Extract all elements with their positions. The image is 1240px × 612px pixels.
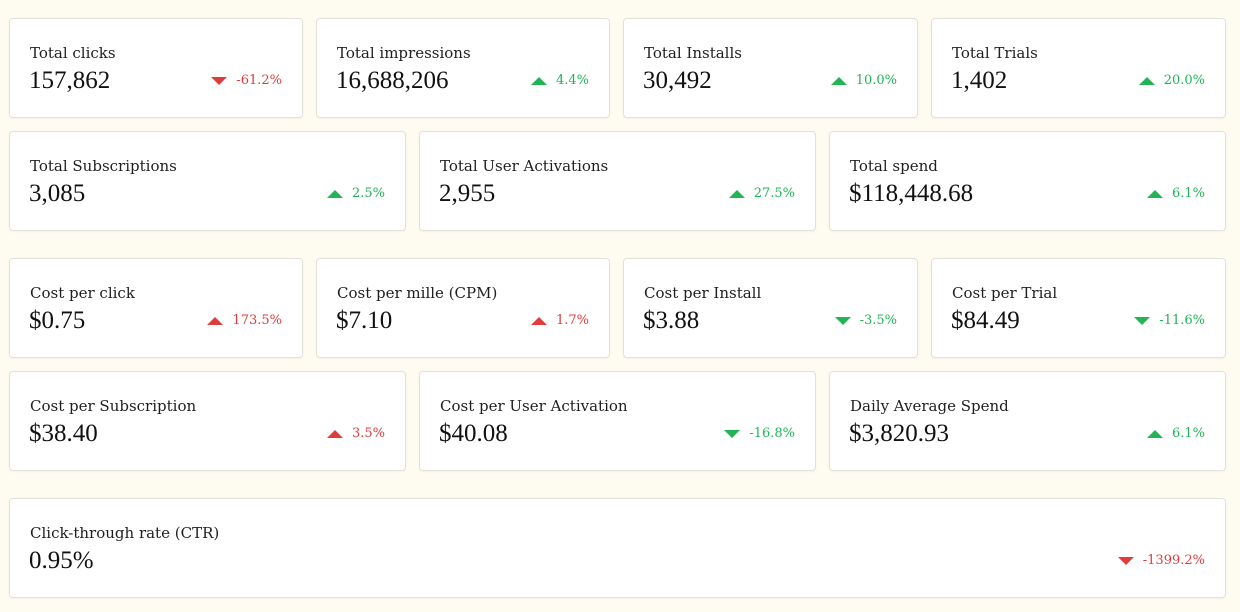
metric-change-value: -1399.2% (1142, 553, 1205, 568)
metric-title: Total spend (850, 157, 938, 175)
metric-change: 4.4% (530, 73, 589, 88)
arrow-up-icon (1138, 76, 1155, 85)
metric-change-value: -11.6% (1159, 313, 1205, 328)
metric-change: -3.5% (834, 313, 897, 328)
metric-card-total-subscriptions: Total Subscriptions 3,085 2.5% (9, 131, 406, 231)
metric-change-value: 2.5% (351, 186, 385, 201)
arrow-up-icon (326, 429, 343, 438)
metric-title: Cost per Trial (952, 284, 1058, 302)
metric-title: Total Trials (952, 44, 1038, 62)
metric-change: -1399.2% (1117, 553, 1205, 568)
arrow-down-icon (1117, 556, 1134, 565)
metric-card-daily-average-spend: Daily Average Spend $3,820.93 6.1% (829, 371, 1226, 471)
metric-value: $3,820.93 (849, 420, 949, 447)
metric-value: $84.49 (951, 307, 1020, 334)
metric-title: Daily Average Spend (850, 397, 1009, 415)
arrow-up-icon (1146, 429, 1163, 438)
metric-card-cost-per-install: Cost per Install $3.88 -3.5% (623, 258, 918, 358)
metric-value: 1,402 (951, 67, 1008, 94)
metric-card-cost-per-user-activation: Cost per User Activation $40.08 -16.8% (419, 371, 816, 471)
metric-card-total-clicks: Total clicks 157,862 -61.2% (9, 18, 303, 118)
metric-change: 6.1% (1146, 426, 1205, 441)
metric-change: 3.5% (326, 426, 385, 441)
metric-change-value: -16.8% (749, 426, 795, 441)
arrow-down-icon (211, 76, 228, 85)
metric-title: Cost per click (30, 284, 135, 302)
metric-value: $0.75 (29, 307, 86, 334)
metric-card-cost-per-mille: Cost per mille (CPM) $7.10 1.7% (316, 258, 610, 358)
metric-change: -16.8% (724, 426, 795, 441)
metric-title: Total clicks (30, 44, 116, 62)
metric-value: 3,085 (29, 180, 86, 207)
metric-change: 173.5% (207, 313, 282, 328)
arrow-up-icon (326, 189, 343, 198)
metric-value: 2,955 (439, 180, 496, 207)
metric-change: 27.5% (728, 186, 795, 201)
metric-change-value: 6.1% (1171, 186, 1205, 201)
metric-change: 10.0% (830, 73, 897, 88)
metric-title: Total Subscriptions (30, 157, 177, 175)
metric-change-value: 10.0% (855, 73, 897, 88)
arrow-down-icon (834, 316, 851, 325)
metric-card-cost-per-trial: Cost per Trial $84.49 -11.6% (931, 258, 1226, 358)
arrow-up-icon (207, 316, 224, 325)
metric-value: $40.08 (439, 420, 508, 447)
metric-value: 16,688,206 (336, 67, 449, 94)
metric-title: Cost per User Activation (440, 397, 628, 415)
metric-change: 2.5% (326, 186, 385, 201)
metric-card-total-trials: Total Trials 1,402 20.0% (931, 18, 1226, 118)
metric-card-cost-per-subscription: Cost per Subscription $38.40 3.5% (9, 371, 406, 471)
metric-change-value: 4.4% (555, 73, 589, 88)
metric-value: $7.10 (336, 307, 393, 334)
metric-value: $118,448.68 (849, 180, 974, 207)
metric-change-value: 3.5% (351, 426, 385, 441)
arrow-down-icon (1134, 316, 1151, 325)
metric-card-total-installs: Total Installs 30,492 10.0% (623, 18, 918, 118)
metric-value: 157,862 (29, 67, 111, 94)
metric-title: Cost per Install (644, 284, 762, 302)
metric-change: -11.6% (1134, 313, 1205, 328)
metric-change: -61.2% (211, 73, 282, 88)
metric-title: Cost per mille (CPM) (337, 284, 498, 302)
metric-title: Total Installs (644, 44, 742, 62)
metric-title: Total impressions (337, 44, 471, 62)
metric-value: $3.88 (643, 307, 700, 334)
metric-change-value: 20.0% (1163, 73, 1205, 88)
metric-card-click-through-rate: Click-through rate (CTR) 0.95% -1399.2% (9, 498, 1226, 598)
arrow-up-icon (1146, 189, 1163, 198)
metric-title: Total User Activations (440, 157, 609, 175)
arrow-down-icon (724, 429, 741, 438)
metric-change: 1.7% (530, 313, 589, 328)
metric-change: 20.0% (1138, 73, 1205, 88)
arrow-up-icon (830, 76, 847, 85)
metric-change-value: 173.5% (232, 313, 282, 328)
metric-card-total-spend: Total spend $118,448.68 6.1% (829, 131, 1226, 231)
metric-value: 0.95% (29, 547, 94, 574)
metric-change: 6.1% (1146, 186, 1205, 201)
metric-change-value: -3.5% (859, 313, 897, 328)
metric-value: $38.40 (29, 420, 98, 447)
metric-change-value: -61.2% (236, 73, 282, 88)
metric-value: 30,492 (643, 67, 712, 94)
metric-card-cost-per-click: Cost per click $0.75 173.5% (9, 258, 303, 358)
metric-title: Click-through rate (CTR) (30, 524, 220, 542)
metric-card-total-user-activations: Total User Activations 2,955 27.5% (419, 131, 816, 231)
metric-title: Cost per Subscription (30, 397, 197, 415)
metric-change-value: 27.5% (753, 186, 795, 201)
arrow-up-icon (530, 316, 547, 325)
arrow-up-icon (728, 189, 745, 198)
metric-change-value: 6.1% (1171, 426, 1205, 441)
arrow-up-icon (530, 76, 547, 85)
metric-card-total-impressions: Total impressions 16,688,206 4.4% (316, 18, 610, 118)
metric-change-value: 1.7% (555, 313, 589, 328)
